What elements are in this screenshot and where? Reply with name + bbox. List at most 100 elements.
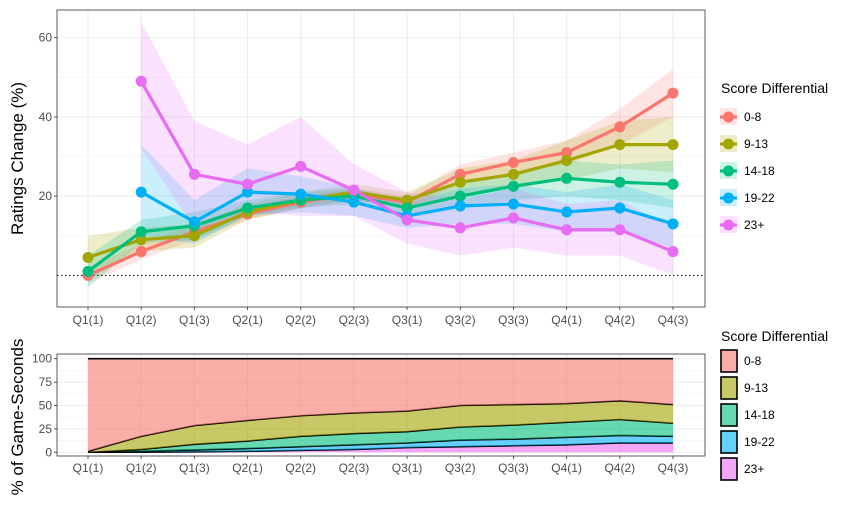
x-tick-label: Q1(1)	[73, 461, 104, 475]
data-point-0-8	[667, 87, 679, 99]
data-point-14-18	[82, 265, 94, 277]
stacked-area-9-13	[88, 400, 673, 453]
legend-label: 23+	[744, 462, 764, 476]
data-point-19-22	[188, 216, 200, 228]
legend-key-point	[723, 138, 734, 150]
data-point-0-8	[135, 246, 147, 258]
x-tick-label: Q2(1)	[232, 461, 263, 475]
x-tick-label: Q4(1)	[551, 313, 582, 327]
data-point-19-22	[667, 218, 679, 230]
game-seconds-panel: 0 25 50 75 100 Q1(1) Q1(2) Q1(3) Q2(1) Q2(2) Q2(3)…	[8, 339, 706, 495]
legend-label: 19-22	[744, 191, 775, 205]
data-point-0-8	[561, 147, 573, 159]
data-point-9-13	[401, 194, 413, 206]
x-tick-label: Q1(2)	[126, 461, 157, 475]
confidence-band-14-18	[88, 160, 673, 288]
series-line-14-18	[87, 176, 674, 273]
data-point-9-13	[614, 139, 626, 151]
data-point-14-18	[561, 172, 573, 184]
stacked-area-14-18	[88, 419, 673, 453]
stacked-area-19-22	[88, 435, 673, 453]
x-tick-label: Q4(3)	[658, 461, 689, 475]
y-tick-label: 60	[39, 31, 53, 45]
x-tick-label: Q3(3)	[498, 461, 529, 475]
data-point-9-13	[135, 234, 147, 246]
data-point-14-18	[401, 202, 413, 214]
legend-label: 9-13	[744, 137, 768, 151]
x-tick-label: Q1(3)	[179, 313, 210, 327]
legend-label: 19-22	[744, 435, 775, 449]
legend-label: 0-8	[744, 354, 762, 368]
x-tick-label: Q2(1)	[232, 313, 263, 327]
data-point-14-18	[454, 190, 466, 202]
data-point-14-18	[507, 180, 519, 192]
legend-key-point	[723, 111, 734, 123]
data-point-23+	[295, 160, 307, 172]
legend-key-point	[723, 165, 734, 177]
x-tick-label: Q3(1)	[392, 313, 423, 327]
data-point-23+	[401, 214, 413, 226]
legend-key-swatch	[720, 349, 738, 373]
data-point-14-18	[135, 226, 147, 238]
data-point-19-22	[295, 188, 307, 200]
top-legend: Score Differential 0-8 9-13 14-18 19-22 23+	[720, 80, 828, 233]
data-point-14-18	[667, 178, 679, 190]
data-point-14-18	[242, 202, 254, 214]
confidence-band-23+	[141, 21, 673, 276]
data-point-23+	[454, 222, 466, 234]
y-tick-label: 20	[39, 189, 53, 203]
legend-key-swatch	[720, 376, 738, 400]
x-tick-label: Q4(3)	[658, 313, 689, 327]
data-point-19-22	[614, 202, 626, 214]
bottom-legend: Score Differential 0-8 9-13 14-18 19-22 23+	[720, 328, 828, 481]
data-point-9-13	[454, 176, 466, 188]
plot-border	[56, 9, 706, 308]
plot-background	[57, 10, 705, 307]
y-tick-label: 40	[39, 110, 53, 124]
x-tick-label: Q2(2)	[285, 313, 316, 327]
data-point-23+	[348, 184, 360, 196]
x-tick-label: Q2(3)	[339, 313, 370, 327]
data-point-9-13	[561, 154, 573, 166]
x-tick-label: Q3(2)	[445, 461, 476, 475]
stacked-area-0-8	[88, 358, 673, 452]
legend-label: 23+	[744, 218, 764, 232]
series-line-9-13	[87, 143, 673, 260]
data-point-0-8	[614, 121, 626, 133]
x-tick-label: Q3(2)	[445, 313, 476, 327]
data-point-19-22	[135, 186, 147, 198]
x-tick-label: Q3(1)	[392, 461, 423, 475]
x-tick-label: Q4(2)	[604, 461, 635, 475]
stacked-area-23+	[88, 442, 673, 453]
legend-title: Score Differential	[721, 328, 828, 344]
data-point-9-13	[667, 139, 679, 151]
data-point-0-8	[507, 156, 519, 168]
y-tick-label: 75	[39, 375, 53, 389]
confidence-band-19-22	[141, 144, 673, 248]
data-point-19-22	[561, 206, 573, 218]
ratings-panel: 20 40 60 Q1(1) Q1(2) Q1(3) Q2(1) Q2(2) Q2(3) Q3(1…	[8, 9, 706, 327]
legend-label: 0-8	[744, 110, 762, 124]
data-point-23+	[188, 168, 200, 180]
data-point-23+	[135, 75, 147, 87]
legend-key-point	[723, 219, 734, 231]
x-tick-label: Q2(3)	[339, 461, 370, 475]
data-point-19-22	[507, 198, 519, 210]
x-tick-label: Q1(3)	[179, 461, 210, 475]
data-point-9-13	[188, 230, 200, 242]
legend-label: 9-13	[744, 381, 768, 395]
legend-key-swatch	[720, 430, 738, 454]
x-tick-label: Q4(2)	[604, 313, 635, 327]
data-point-19-22	[454, 200, 466, 212]
x-tick-label: Q1(1)	[73, 313, 104, 327]
x-tick-label: Q3(3)	[498, 313, 529, 327]
data-point-0-8	[454, 168, 466, 180]
y-tick-label: 50	[39, 398, 53, 412]
x-tick-label: Q1(2)	[126, 313, 157, 327]
y-tick-label: 100	[32, 352, 52, 366]
data-point-19-22	[242, 186, 254, 198]
data-point-9-13	[507, 168, 519, 180]
y-tick-label: 25	[39, 422, 53, 436]
data-point-19-22	[348, 196, 360, 208]
